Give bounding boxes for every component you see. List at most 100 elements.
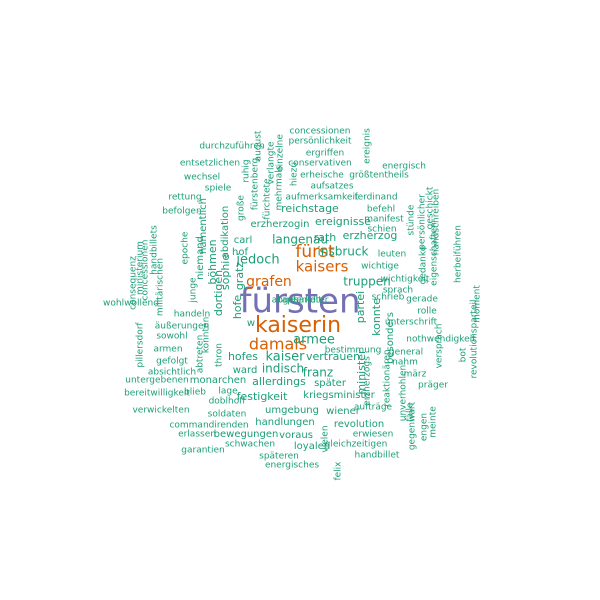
word-allerdings: allerdings — [252, 375, 306, 388]
word-unterschrift: unterschrift — [385, 318, 438, 328]
word-spiele: spiele — [205, 184, 232, 194]
word-späteren: späteren — [259, 452, 299, 462]
word-fürsten: fürsten — [239, 282, 360, 322]
word-böhmen: böhmen — [206, 239, 219, 284]
word-vielen: vielen — [321, 425, 331, 452]
word-befehl: befehl — [367, 205, 395, 215]
word-blieb: blieb — [184, 388, 206, 398]
word-sprach: sprach — [383, 286, 413, 296]
word-schien: schien — [367, 225, 396, 235]
word-verlangte: verlangte — [267, 141, 277, 185]
word-handlungen: handlungen — [255, 417, 314, 428]
word-ministerium: ministerium — [136, 241, 146, 295]
word-niemand: niemand — [195, 236, 206, 280]
word-gegenwart: gegenwart — [408, 401, 418, 450]
word-engen: engen — [420, 413, 430, 441]
word-w: w — [247, 318, 255, 329]
word-consequenz: consequenz — [129, 256, 139, 310]
word-junge: junge — [189, 277, 199, 304]
word-erheische: erheische — [300, 171, 344, 181]
word-vertrauen: vertrauen — [306, 350, 360, 363]
word-schrieb: schrieb — [372, 293, 405, 303]
word-soldaten: soldaten — [208, 410, 247, 420]
word-äußerungen: äußerungen — [155, 322, 210, 332]
word-persönlicher: persönlicher — [418, 194, 428, 250]
word-erzherzog: erzherzog — [343, 229, 398, 242]
word-erwiesen: erwiesen — [353, 430, 394, 440]
word-gedanke: gedanke — [419, 245, 429, 284]
word-rettung: rettung — [168, 193, 201, 203]
word-entsetzlichen: entsetzlichen — [180, 159, 240, 169]
word-sowohl: sowohl — [156, 332, 187, 342]
word-bot: bot — [459, 347, 469, 362]
word-insbruck: insbruck — [318, 245, 369, 259]
word-erlassen: erlassen — [178, 430, 216, 440]
word-militärischen: militärischen — [156, 258, 166, 316]
word-gleichzeitigen: gleichzeitigen — [325, 440, 388, 450]
word-durchzuführen: durchzuführen — [199, 142, 264, 152]
word-abgesandter: abgesandter — [272, 296, 329, 306]
word-namentlich: namentlich — [198, 198, 209, 254]
word-rolle: rolle — [417, 307, 437, 317]
word-nahm: nahm — [392, 358, 418, 368]
word-damals: damals — [249, 335, 307, 354]
word-geschickt: geschickt — [426, 186, 436, 229]
word-handbillets: handbillets — [150, 225, 160, 275]
word-persönlichkeit: persönlichkeit — [289, 137, 352, 147]
word-concessionen: concessionen — [141, 240, 151, 301]
word-revolution: revolution — [334, 419, 384, 430]
word-stünde: stünde — [407, 204, 417, 235]
word-moment: moment — [473, 285, 483, 323]
word-tapferkeit: tapferkeit — [278, 296, 322, 306]
word-meinte: meinte — [429, 406, 439, 438]
word-august: august — [254, 130, 264, 161]
word-dortigen: dortigen — [212, 270, 225, 316]
word-fürst: fürst — [295, 242, 335, 262]
word-hiezu: hiezu — [290, 162, 300, 186]
word-hofe: hofe — [231, 295, 244, 320]
word-grafen: grafen — [246, 274, 292, 290]
word-fürchtete: fürchtete — [263, 178, 273, 220]
word-garantien: garantien — [181, 446, 224, 456]
word-besonders: besonders — [385, 312, 396, 364]
word-reaktionären: reaktionären — [383, 349, 393, 406]
word-langenau: langenau — [272, 233, 328, 247]
word-loyalen: loyalen — [294, 441, 330, 452]
word-ereignis: ereignis — [363, 128, 373, 164]
word-wichtigkeit: wichtigkeit — [381, 275, 430, 285]
word-handbillet: handbillet — [355, 451, 400, 461]
word-handeln: handeln — [174, 310, 210, 320]
word-abtreten: abtreten — [196, 335, 206, 374]
word-partei: partei — [354, 291, 367, 323]
word-konnte: konnte — [370, 298, 383, 336]
word-festigkeit: festigkeit — [237, 390, 289, 403]
word-mehrmals: mehrmals — [275, 165, 285, 210]
word-lage: lage — [218, 387, 238, 397]
word-pillersdorf: pillersdorf — [136, 322, 146, 368]
word-bewegungen: bewegungen — [214, 429, 279, 440]
word-kriegsminister: kriegsminister — [303, 390, 375, 401]
word-aufmerksamkeit: aufmerksamkeit — [285, 193, 359, 203]
word-große: große — [237, 195, 247, 221]
word-größtentheils: größtentheils — [349, 171, 409, 181]
word-gratz: gratz — [233, 262, 246, 291]
word-commandirenden: commandirenden — [169, 421, 248, 431]
word-minister: minister — [355, 349, 368, 395]
word-erzherzogs: erzherzogs — [363, 356, 373, 406]
word-bestimmung: bestimmung — [325, 346, 382, 356]
word-aufsatzes: aufsatzes — [310, 182, 353, 192]
word-kaiserin: kaiserin — [255, 313, 341, 338]
word-sophie: sophie — [219, 254, 232, 290]
word-wiener: wiener — [326, 406, 361, 417]
word-wichtige: wichtige — [361, 262, 399, 272]
word-franz: franz — [303, 366, 333, 380]
word-verwickelten: verwickelten — [132, 406, 189, 416]
word-hofes: hofes — [228, 350, 258, 363]
word-abdikation: abdikation — [220, 206, 231, 259]
word-wechsel: wechsel — [184, 173, 220, 183]
word-handschreiben: handschreiben — [432, 189, 442, 255]
word-manifest: manifest — [364, 215, 404, 225]
word-armen: armen — [153, 345, 182, 355]
word-gerade: gerade — [406, 295, 438, 305]
